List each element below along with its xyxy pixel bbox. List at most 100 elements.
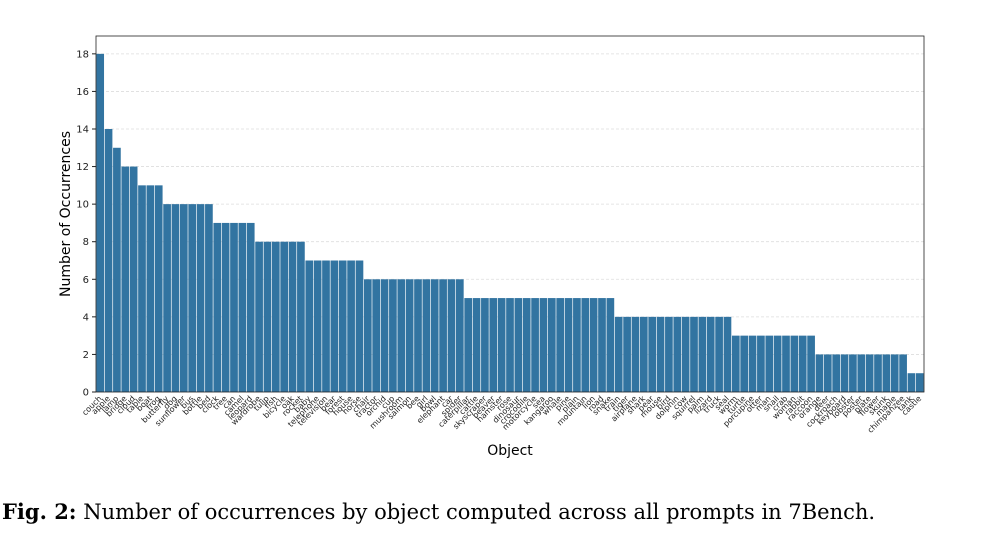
bar <box>121 166 130 392</box>
bar <box>205 204 213 392</box>
bar <box>481 298 489 392</box>
bar <box>338 260 347 392</box>
bar <box>823 354 832 392</box>
bar <box>397 279 406 392</box>
bar <box>865 354 874 392</box>
x-axis-label: Object <box>487 443 533 459</box>
bar <box>556 298 565 392</box>
bar <box>807 335 815 392</box>
bar <box>305 260 314 392</box>
bar <box>564 298 573 392</box>
bar <box>430 279 439 392</box>
bar <box>890 354 899 392</box>
bar <box>857 354 866 392</box>
bar <box>706 316 715 392</box>
bar <box>372 279 381 392</box>
bar <box>614 316 623 392</box>
bar <box>322 260 330 392</box>
bar <box>263 241 272 392</box>
y-axis-label: Number of Occurrences <box>58 131 74 297</box>
bar <box>723 316 732 392</box>
bar <box>297 241 305 392</box>
bar <box>573 298 581 392</box>
bar <box>623 316 631 392</box>
y-tick-label: 14 <box>76 124 89 135</box>
bar <box>355 260 364 392</box>
y-tick-label: 10 <box>76 200 89 211</box>
bar <box>915 373 924 392</box>
bar <box>246 222 255 392</box>
bar <box>96 53 105 393</box>
bar <box>882 354 891 392</box>
bar <box>347 260 355 392</box>
bar <box>138 185 146 392</box>
bar <box>899 354 907 392</box>
bar <box>790 335 799 392</box>
bar <box>313 260 322 392</box>
bar <box>196 204 205 392</box>
bar <box>213 222 222 392</box>
bar <box>665 316 673 392</box>
bar <box>598 298 606 392</box>
bar <box>330 260 339 392</box>
bar <box>154 185 163 392</box>
bar <box>589 298 598 392</box>
bar <box>765 335 774 392</box>
bar <box>472 298 481 392</box>
y-tick-label: 6 <box>83 275 89 286</box>
bar <box>129 166 138 392</box>
plot-frame <box>95 35 925 393</box>
bar <box>464 298 473 392</box>
bar <box>547 298 556 392</box>
bar <box>113 147 121 392</box>
bar <box>606 298 615 392</box>
bar <box>188 204 197 392</box>
bar <box>506 298 514 392</box>
bar <box>690 316 698 392</box>
bar <box>581 298 590 392</box>
bar <box>740 335 749 392</box>
bar <box>681 316 690 392</box>
caption-text: Number of occurrences by object computed… <box>83 500 875 524</box>
bar <box>798 335 807 392</box>
bar <box>639 316 648 392</box>
bar <box>414 279 422 392</box>
y-tick-label: 12 <box>76 162 89 173</box>
bar <box>171 204 180 392</box>
bar <box>380 279 389 392</box>
caption: Fig. 2: Number of occurrences by object … <box>2 499 875 524</box>
bar <box>757 335 765 392</box>
bar <box>673 316 682 392</box>
bar <box>389 279 397 392</box>
bar <box>656 316 665 392</box>
bar <box>179 204 188 392</box>
bar <box>146 185 155 392</box>
bar <box>832 354 841 392</box>
bar <box>497 298 506 392</box>
bar <box>849 354 857 392</box>
bar <box>405 279 414 392</box>
bar <box>489 298 498 392</box>
bar <box>531 298 539 392</box>
bar <box>288 241 297 392</box>
bar <box>648 316 657 392</box>
bar <box>748 335 757 392</box>
bar <box>815 354 824 392</box>
bar <box>631 316 640 392</box>
bar <box>255 241 263 392</box>
bar <box>522 298 531 392</box>
bar <box>874 354 882 392</box>
bar <box>731 335 740 392</box>
bar <box>539 298 548 392</box>
caption-label: Fig. 2: <box>2 499 77 524</box>
bar <box>698 316 707 392</box>
bar <box>104 128 113 393</box>
y-tick-label: 16 <box>76 87 89 98</box>
y-tick-label: 8 <box>83 237 89 248</box>
bar <box>363 279 372 392</box>
y-tick-label: 0 <box>83 388 89 399</box>
bar <box>840 354 849 392</box>
bar <box>907 373 916 392</box>
y-tick-label: 4 <box>83 312 89 323</box>
bar <box>238 222 247 392</box>
